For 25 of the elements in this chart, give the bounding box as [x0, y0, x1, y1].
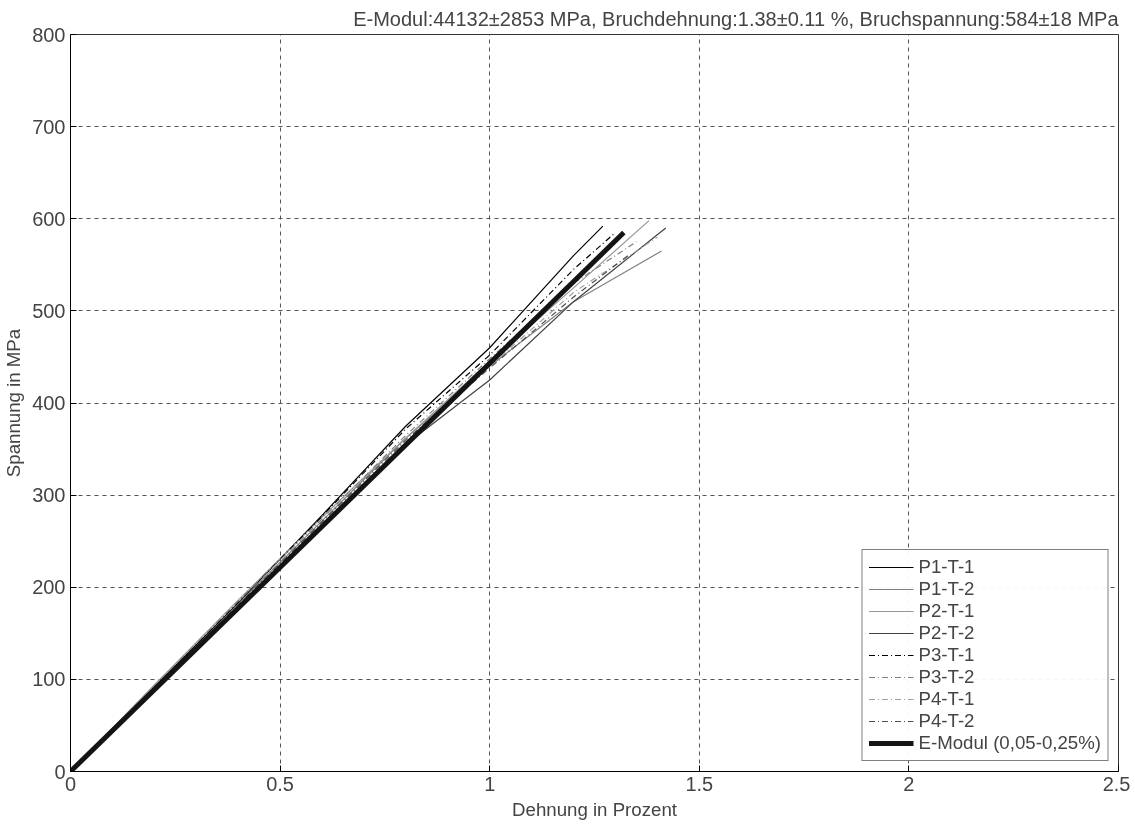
legend-label: P1-T-1 — [918, 556, 975, 578]
x-tick-label: 1.5 — [685, 772, 714, 795]
legend-label: P3-T-2 — [918, 666, 975, 688]
y-tick-label: 600 — [32, 207, 66, 230]
y-tick-label: 800 — [32, 23, 66, 46]
legend-label: P3-T-1 — [918, 644, 975, 666]
x-tick-label: 2.5 — [1102, 772, 1131, 795]
legend-label: P4-T-1 — [918, 688, 975, 710]
y-tick-label: 400 — [32, 392, 66, 414]
y-tick-label: 700 — [32, 115, 66, 138]
legend-label: E-Modul (0,05-0,25%) — [918, 732, 1101, 754]
chart-title: E-Modul:44132±2853 MPa, Bruchdehnung:1.38±0.11 %, Bruchspannung:584±18 MPa — [353, 7, 1120, 30]
legend-label: P4-T-2 — [918, 710, 975, 732]
legend-label: P2-T-2 — [918, 622, 975, 644]
legend-label: P1-T-2 — [918, 578, 975, 600]
y-tick-label: 100 — [32, 668, 66, 691]
legend-label: P2-T-1 — [918, 600, 975, 622]
x-tick-label: 0.5 — [266, 772, 295, 795]
y-tick-label: 300 — [32, 484, 66, 507]
x-tick-label: 2 — [903, 772, 915, 795]
y-axis-title: Spannung in MPa — [3, 328, 25, 478]
x-axis-title: Dehnung in Prozent — [512, 798, 678, 820]
x-tick-label: 1 — [484, 772, 496, 795]
y-tick-label: 200 — [32, 576, 66, 599]
y-tick-label: 500 — [32, 299, 66, 322]
